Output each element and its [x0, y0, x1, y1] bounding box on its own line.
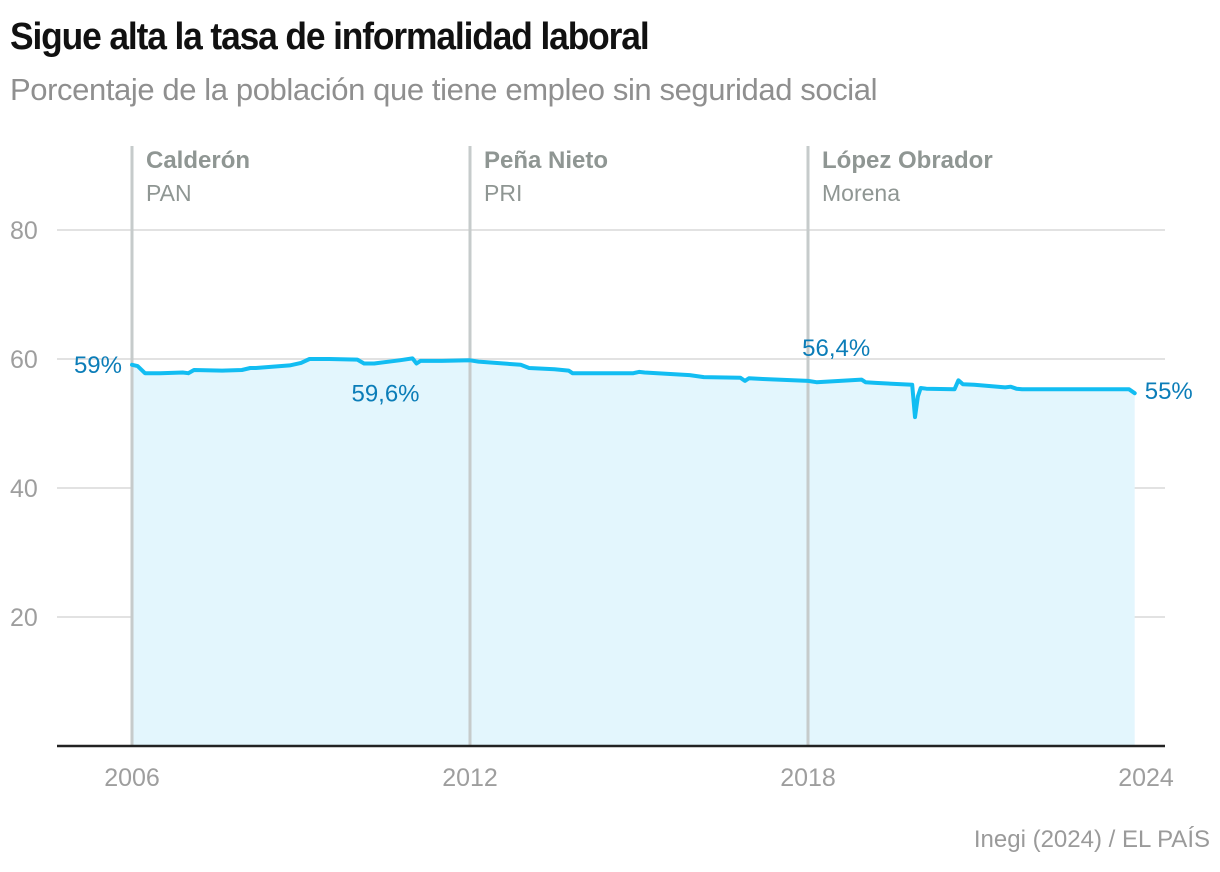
chart-title: Sigue alta la tasa de informalidad labor… — [10, 16, 650, 58]
data-label: 59% — [74, 352, 122, 379]
period-name: López Obrador — [822, 147, 993, 174]
data-label: 55% — [1145, 378, 1193, 405]
area-fill — [132, 358, 1135, 746]
chart-subtitle: Porcentaje de la población que tiene emp… — [10, 72, 878, 107]
period-markers: Calderón PAN Peña Nieto PRI López Obrador Mor… — [130, 146, 993, 746]
source-credit: Inegi (2024) / EL PAÍS — [973, 826, 1210, 853]
series-line — [130, 356, 1137, 420]
y-tick-label: 80 — [10, 217, 38, 245]
data-label: 56,4% — [802, 335, 870, 362]
period-party: PAN — [146, 180, 192, 206]
y-tick-label: 40 — [10, 475, 38, 503]
period-name: Peña Nieto — [484, 147, 608, 174]
period-party: PRI — [484, 180, 522, 206]
x-tick-label: 2024 — [1118, 764, 1174, 792]
y-tick-label: 60 — [10, 346, 38, 374]
y-tick-labels: 20 40 60 80 — [10, 217, 38, 632]
x-tick-label: 2018 — [780, 764, 836, 792]
data-label: 59,6% — [351, 381, 419, 408]
period-name: Calderón — [146, 147, 250, 174]
annotations: 59% 59,6% 56,4% 55% — [74, 335, 1193, 407]
x-tick-label: 2012 — [442, 764, 498, 792]
x-tick-label: 2006 — [104, 764, 160, 792]
x-tick-labels: 2006 2012 2018 2024 — [104, 764, 1174, 792]
period-party: Morena — [822, 180, 900, 206]
y-tick-label: 20 — [10, 604, 38, 632]
